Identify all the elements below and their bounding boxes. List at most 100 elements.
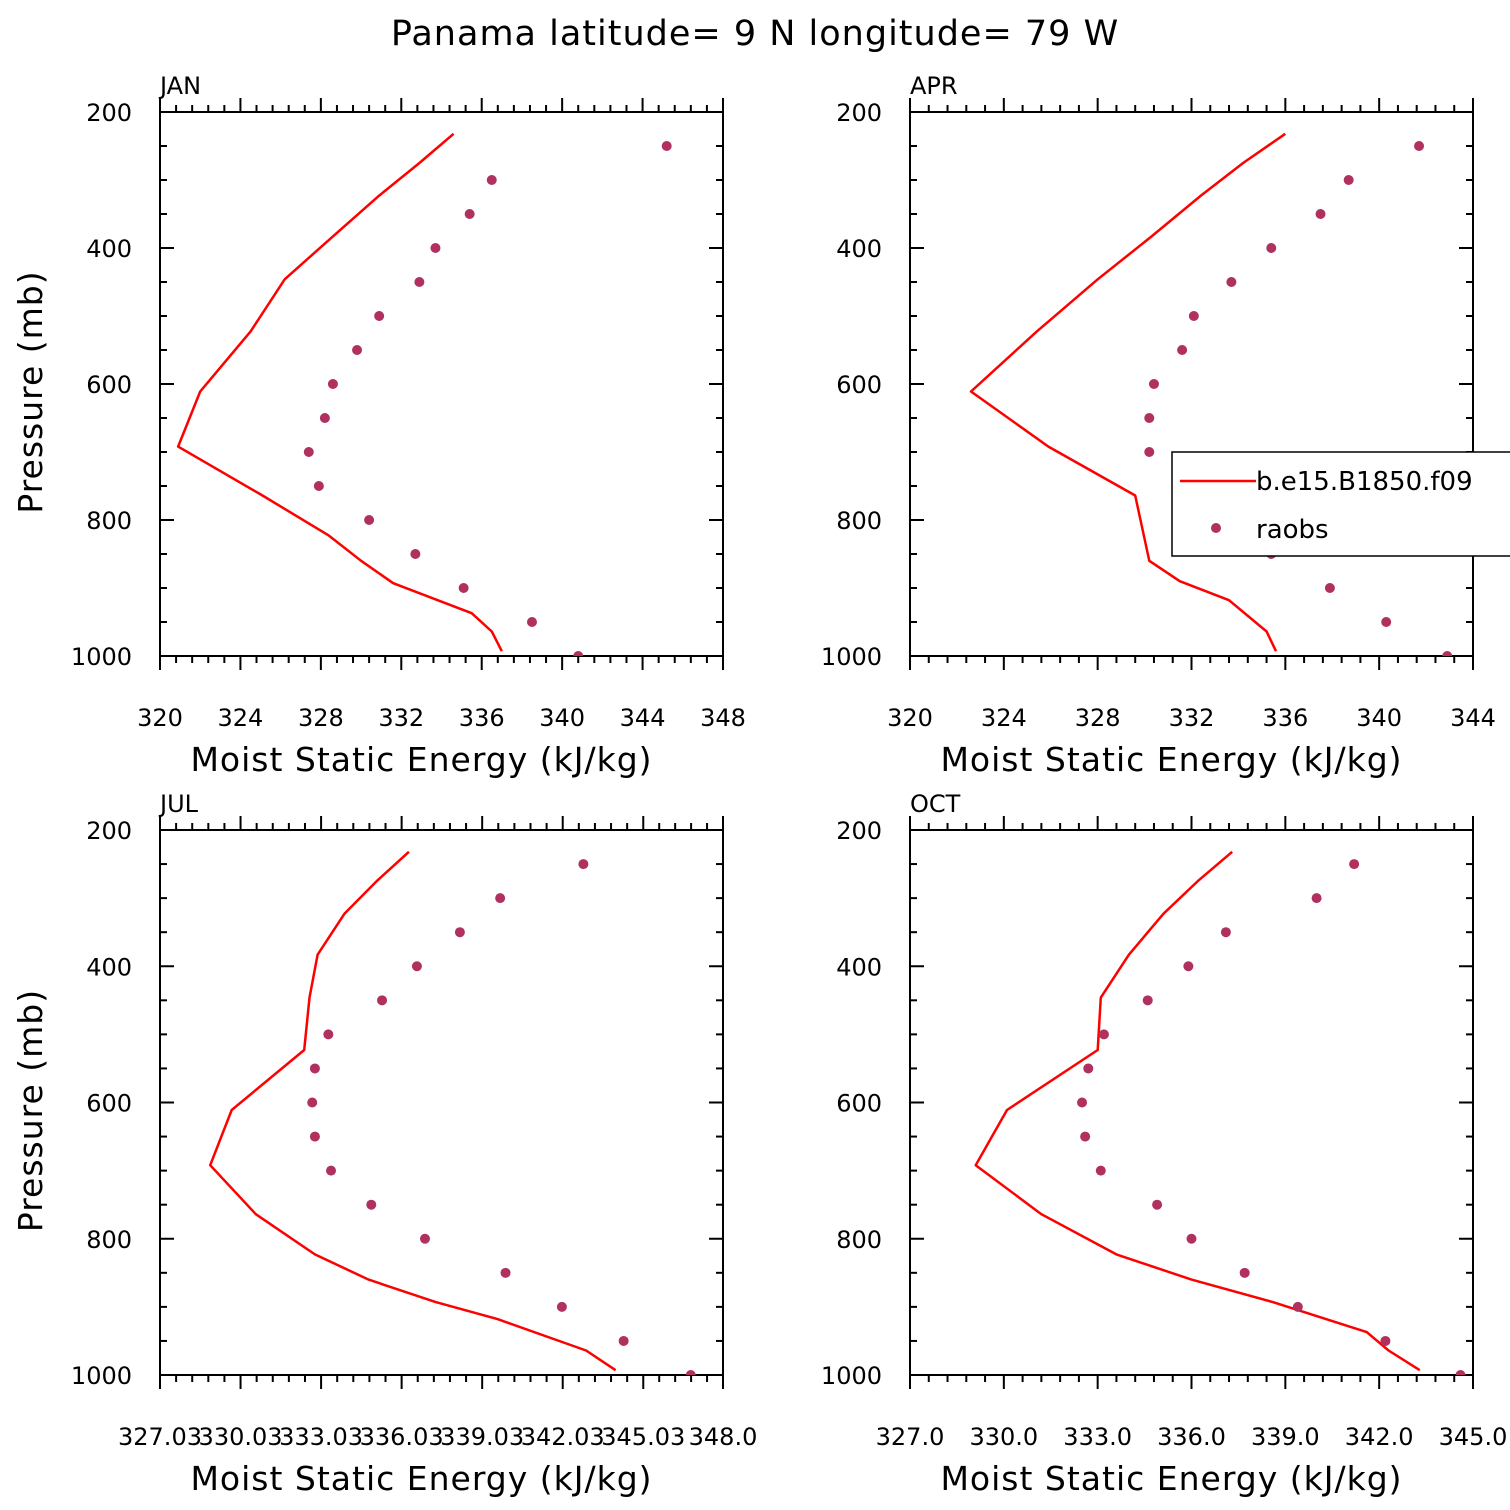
panel-title: JUL	[158, 790, 199, 818]
raobs-point	[377, 995, 388, 1006]
x-tick-label: 330.03	[199, 1423, 283, 1451]
x-tick-label: 344	[1450, 704, 1496, 732]
raobs-point	[1380, 1335, 1391, 1346]
x-tick-label: 345.0	[1439, 1423, 1508, 1451]
raobs-point	[556, 1301, 567, 1312]
x-axis-label: Moist Static Energy (kJ/kg)	[190, 740, 652, 779]
raobs-point	[1144, 413, 1155, 423]
x-tick-label: 333.0	[1063, 1423, 1132, 1451]
x-tick-label: 340	[539, 704, 585, 732]
x-tick-label: 339.03	[440, 1423, 524, 1451]
raobs-point	[1442, 651, 1453, 656]
y-tick-label: 1000	[71, 1362, 132, 1390]
x-tick-label: 336	[459, 704, 505, 732]
panel-title: APR	[910, 72, 958, 100]
raobs-point	[1381, 617, 1392, 627]
raobs-point	[1148, 379, 1159, 389]
y-tick-label: 600	[836, 371, 882, 399]
raobs-point	[1186, 1233, 1197, 1244]
panel-jul: 200 400 600 800 1000 327.03330.03333.03336.03…	[11, 790, 757, 1498]
x-tick-label: 336.03	[360, 1423, 444, 1451]
panel-title: OCT	[910, 790, 961, 818]
raobs-point	[1324, 583, 1335, 593]
raobs-point	[1226, 277, 1237, 287]
raobs-point	[1077, 1097, 1088, 1108]
x-tick-label: 327.0	[876, 1423, 945, 1451]
x-axis-label: Moist Static Energy (kJ/kg)	[940, 740, 1402, 779]
plot-frame	[159, 111, 724, 657]
raobs-point	[352, 345, 363, 355]
y-tick-label: 1000	[821, 643, 882, 671]
raobs-point	[1183, 961, 1194, 972]
y-tick-label: 1000	[71, 643, 132, 671]
x-tick-label: 324	[218, 704, 264, 732]
x-tick-label: 332	[1169, 704, 1215, 732]
raobs-point	[1239, 1267, 1250, 1278]
raobs-point	[1349, 859, 1360, 870]
raobs-point	[458, 583, 469, 593]
raobs-point	[578, 859, 589, 870]
raobs-point	[410, 549, 421, 559]
raobs-point	[326, 1165, 337, 1176]
raobs-point	[661, 141, 672, 151]
raobs-point	[618, 1335, 629, 1346]
legend-box	[1171, 451, 1510, 557]
x-tick-label: 333.03	[279, 1423, 363, 1451]
raobs-point	[327, 379, 338, 389]
raobs-point	[364, 515, 375, 525]
model-profile-line	[974, 850, 1421, 1372]
x-tick-label: 336.0	[1157, 1423, 1226, 1451]
plot-frame	[159, 829, 724, 1376]
panel-jan: 200 400 600 800 1000 320 324 328 332 336 340 344 348…	[11, 72, 746, 779]
panels: 200 400 600 800 1000 320 324 328 332 336 340 344 348…	[11, 72, 1510, 1498]
raobs-point	[1095, 1165, 1106, 1176]
y-tick-label: 600	[86, 371, 132, 399]
raobs-point	[309, 1063, 320, 1074]
legend-obs-swatch	[1211, 523, 1221, 533]
y-axis-label: Pressure (mb)	[11, 270, 50, 513]
raobs-point	[319, 413, 330, 423]
raobs-point	[1266, 243, 1277, 253]
raobs-point	[411, 961, 422, 972]
y-tick-label: 800	[836, 507, 882, 535]
raobs-point	[1315, 209, 1326, 219]
x-tick-label: 320	[137, 704, 183, 732]
x-tick-label: 340	[1356, 704, 1402, 732]
plot-frame	[909, 111, 1474, 657]
raobs-point	[1343, 175, 1354, 185]
x-tick-label: 336	[1262, 704, 1308, 732]
raobs-point	[414, 277, 425, 287]
x-tick-label: 348.0	[689, 1423, 758, 1451]
plot-area	[208, 850, 696, 1375]
x-tick-label: 327.03	[118, 1423, 202, 1451]
plot-area	[176, 132, 672, 656]
y-axis-label: Pressure (mb)	[11, 989, 50, 1232]
raobs-point	[1311, 893, 1322, 904]
y-tick-label: 200	[836, 817, 882, 845]
panel-title: JAN	[158, 72, 201, 100]
y-tick-label: 800	[836, 1226, 882, 1254]
raobs-point	[1083, 1063, 1094, 1074]
model-profile-line	[969, 132, 1287, 652]
y-tick-label: 600	[86, 1090, 132, 1118]
y-tick-label: 800	[86, 507, 132, 535]
raobs-point	[430, 243, 441, 253]
x-tick-label: 330.0	[969, 1423, 1038, 1451]
raobs-point	[1080, 1131, 1091, 1142]
raobs-point	[309, 1131, 320, 1142]
raobs-point	[464, 209, 475, 219]
model-profile-line	[208, 850, 617, 1372]
raobs-point	[526, 617, 537, 627]
plot-frame	[909, 829, 1474, 1376]
raobs-point	[1455, 1370, 1466, 1375]
y-tick-label: 400	[86, 953, 132, 981]
raobs-point	[454, 927, 465, 938]
model-profile-line	[176, 132, 503, 652]
raobs-point	[1220, 927, 1231, 938]
y-tick-label: 200	[86, 99, 132, 127]
raobs-point	[1292, 1301, 1303, 1312]
figure-title: Panama latitude= 9 N longitude= 79 W	[391, 14, 1119, 54]
y-tick-label: 1000	[821, 1362, 882, 1390]
raobs-point	[1144, 447, 1155, 457]
x-tick-label: 344	[620, 704, 666, 732]
